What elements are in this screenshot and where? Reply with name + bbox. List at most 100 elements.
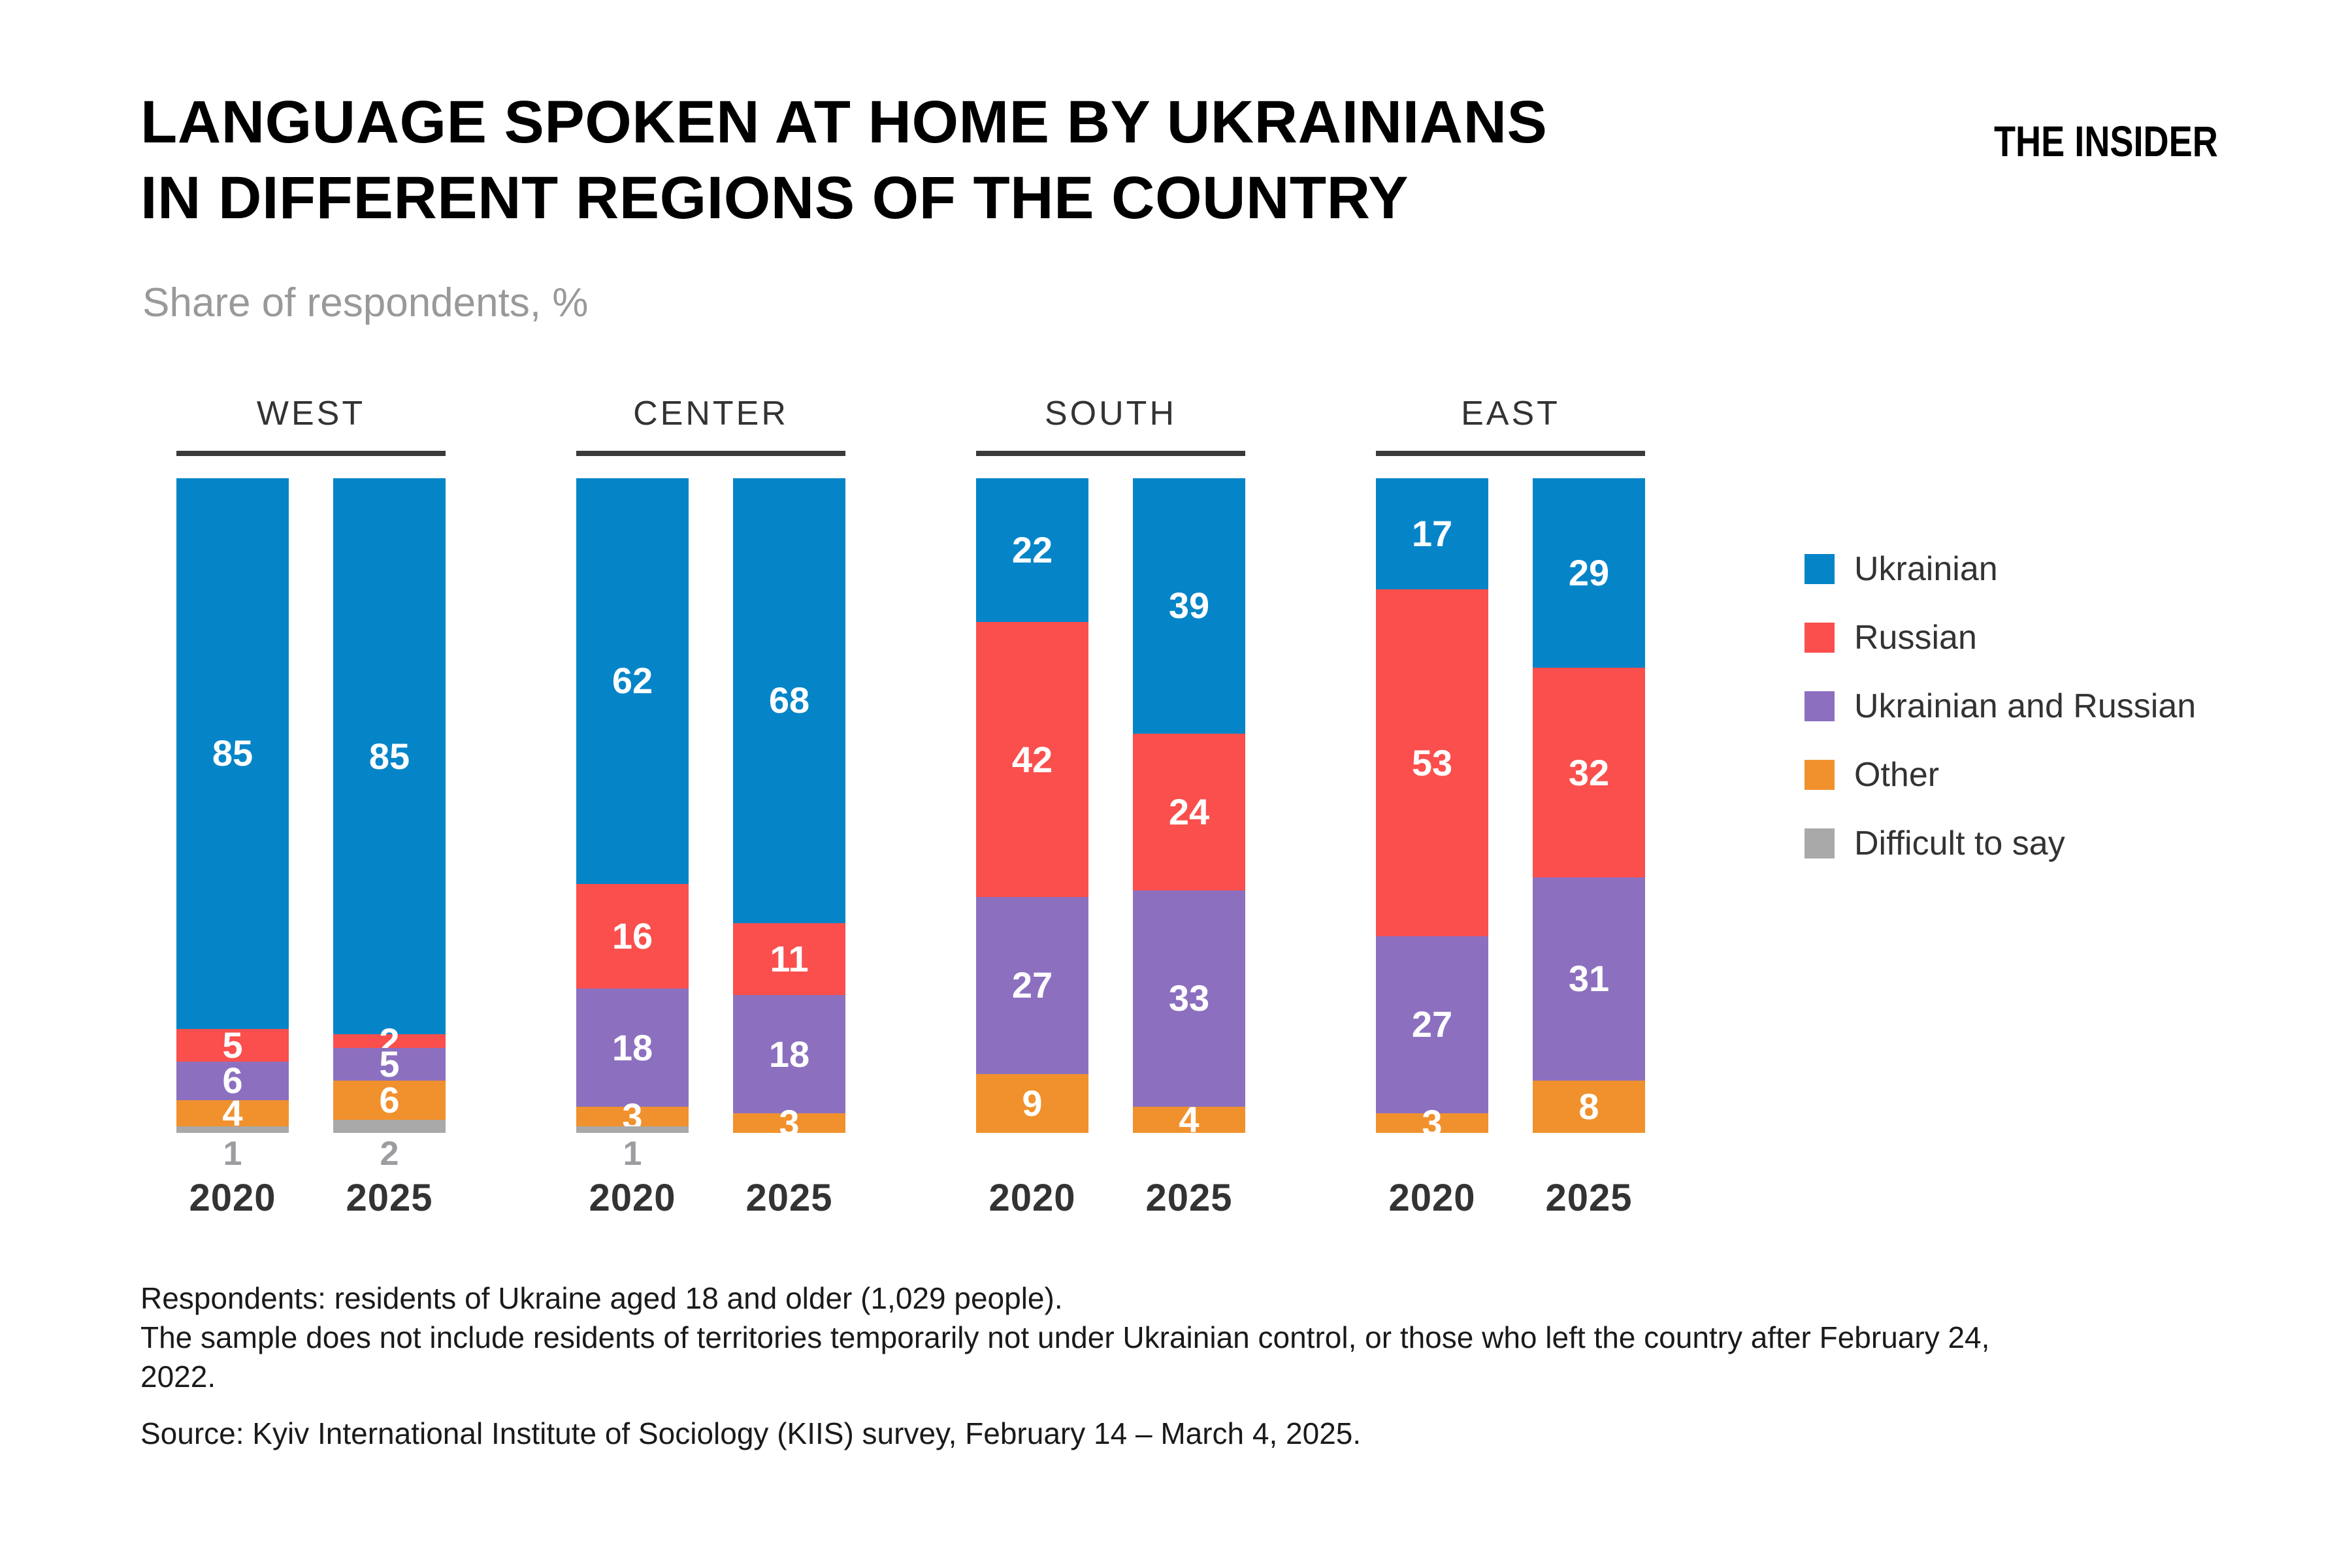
bar-segment: 16: [576, 884, 689, 989]
segment-value-label: 8: [1578, 1085, 1599, 1127]
stacked-bar: 85 2 5 6: [333, 478, 446, 1133]
legend: Ukrainian Russian Ukrainian and Russian Oth…: [1805, 552, 2196, 895]
bar-segment: 32: [1533, 668, 1645, 877]
legend-label: Other: [1854, 756, 1940, 794]
stacked-bar: 85 5 6 4: [176, 478, 289, 1133]
segment-value-label: 68: [768, 679, 810, 721]
chart-group-east: EAST 17 53 27 3 2020 29 32 31 8 2025: [1376, 395, 1645, 1220]
bars-row: 22 42 27 9 2020 39 24 33 4 2025: [976, 478, 1245, 1220]
bar-column: 17 53 27 3 2020: [1376, 478, 1488, 1220]
bars-row: 62 16 18 3 1 2020 68 11 18 3 2025: [576, 478, 845, 1220]
bar-segment: 11: [733, 923, 845, 996]
region-title: CENTER: [576, 395, 845, 456]
stacked-bar: 29 32 31 8: [1533, 478, 1645, 1133]
segment-value-label: 3: [1422, 1102, 1443, 1143]
bar-segment: [576, 1126, 689, 1133]
outside-value-label: [1533, 1135, 1645, 1172]
legend-item: Russian: [1805, 621, 2196, 655]
bar-column: 22 42 27 9 2020: [976, 478, 1088, 1220]
chart-group-center: CENTER 62 16 18 3 1 2020 68 11 18 3 2025: [576, 395, 845, 1220]
segment-value-label: 22: [1011, 529, 1053, 571]
year-label: 2020: [189, 1176, 276, 1219]
outside-value-label: 1: [623, 1134, 642, 1173]
bar-segment: 85: [176, 478, 289, 1030]
year-label: 2025: [745, 1176, 833, 1219]
bar-column: 39 24 33 4 2025: [1133, 478, 1245, 1220]
stacked-bar: 22 42 27 9: [976, 478, 1088, 1133]
bar-segment: 42: [976, 622, 1088, 898]
legend-swatch: [1805, 691, 1835, 721]
region-title: WEST: [176, 395, 446, 456]
legend-label: Russian: [1854, 619, 1977, 657]
footnote-line: Respondents: residents of Ukraine aged 1…: [140, 1281, 1063, 1315]
legend-item: Difficult to say: [1805, 826, 2196, 860]
brand-logo: THE INSIDER: [1994, 117, 2218, 165]
segment-value-label: 85: [368, 735, 410, 777]
bar-segment: [176, 1126, 289, 1133]
segment-value-label: 5: [379, 1043, 400, 1085]
legend-swatch: [1805, 760, 1835, 790]
outside-value-label: [976, 1135, 1088, 1172]
legend-swatch: [1805, 828, 1835, 858]
segment-value-label: 27: [1411, 1004, 1453, 1045]
stacked-bar: 39 24 33 4: [1133, 478, 1245, 1137]
page-title-line1: LANGUAGE SPOKEN AT HOME BY UKRAINIANS: [140, 89, 1548, 155]
bar-segment: 68: [733, 478, 845, 924]
segment-value-label: 27: [1011, 964, 1053, 1006]
bars-row: 85 5 6 4 1 2020 85 2 5 6 2 2025: [176, 478, 446, 1220]
segment-value-label: 39: [1168, 585, 1210, 627]
segment-value-label: 18: [612, 1026, 653, 1068]
bar-segment: 9: [976, 1073, 1088, 1133]
bar-segment: 4: [1133, 1101, 1245, 1137]
bar-segment: 4: [176, 1095, 289, 1132]
bar-column: 29 32 31 8 2025: [1533, 478, 1645, 1220]
bar-segment: 6: [176, 1060, 289, 1102]
stacked-bar: 62 16 18 3: [576, 478, 689, 1134]
page-subtitle: Share of respondents, %: [142, 280, 589, 325]
segment-value-label: 4: [1179, 1098, 1200, 1140]
segment-value-label: 24: [1168, 791, 1210, 832]
legend-item: Ukrainian: [1805, 552, 2196, 586]
segment-value-label: 62: [612, 660, 653, 702]
segment-value-label: 11: [770, 938, 809, 980]
bar-segment: 31: [1533, 877, 1645, 1081]
bar-segment: 62: [576, 478, 689, 885]
year-label: 2025: [1145, 1176, 1233, 1219]
segment-value-label: 6: [222, 1060, 243, 1102]
bar-segment: 24: [1133, 733, 1245, 891]
chart-group-west: WEST 85 5 6 4 1 2020 85 2 5 6 2 2025: [176, 395, 446, 1220]
segment-value-label: 85: [212, 732, 253, 774]
legend-swatch: [1805, 554, 1835, 584]
bar-segment: 6: [333, 1080, 446, 1120]
bar-segment: 53: [1376, 589, 1488, 937]
bar-segment: 33: [1133, 890, 1245, 1107]
segment-value-label: 9: [1022, 1082, 1043, 1124]
bar-segment: 3: [733, 1104, 845, 1141]
segment-value-label: 18: [768, 1033, 810, 1075]
legend-label: Difficult to say: [1854, 825, 2065, 862]
legend-item: Other: [1805, 758, 2196, 792]
bar-segment: 85: [333, 478, 446, 1035]
chart: WEST 85 5 6 4 1 2020 85 2 5 6 2 2025 CENTER 62 16 18 3 1 20…: [176, 395, 1645, 1220]
segment-value-label: 53: [1411, 742, 1453, 783]
legend-label: Ukrainian: [1854, 550, 1998, 588]
legend-label: Ukrainian and Russian: [1854, 687, 2197, 725]
page-title: LANGUAGE SPOKEN AT HOME BY UKRAINIANS IN…: [140, 85, 1547, 237]
segment-value-label: 32: [1568, 751, 1610, 793]
region-title: EAST: [1376, 395, 1645, 456]
year-label: 2025: [346, 1176, 433, 1219]
segment-value-label: 17: [1411, 512, 1453, 554]
bar-segment: 3: [576, 1098, 689, 1134]
bar-column: 68 11 18 3 2025: [733, 478, 845, 1220]
bar-segment: 39: [1133, 478, 1245, 734]
segment-value-label: 29: [1568, 552, 1610, 594]
bar-column: 62 16 18 3 1 2020: [576, 478, 689, 1220]
bar-column: 85 2 5 6 2 2025: [333, 478, 446, 1220]
footnote-line: The sample does not include residents of…: [140, 1320, 1990, 1394]
year-label: 2020: [988, 1176, 1076, 1219]
stacked-bar: 68 11 18 3: [733, 478, 845, 1141]
bar-segment: 22: [976, 478, 1088, 623]
bar-segment: 8: [1533, 1080, 1645, 1133]
legend-item: Ukrainian and Russian: [1805, 689, 2196, 723]
bar-column: 85 5 6 4 1 2020: [176, 478, 289, 1220]
